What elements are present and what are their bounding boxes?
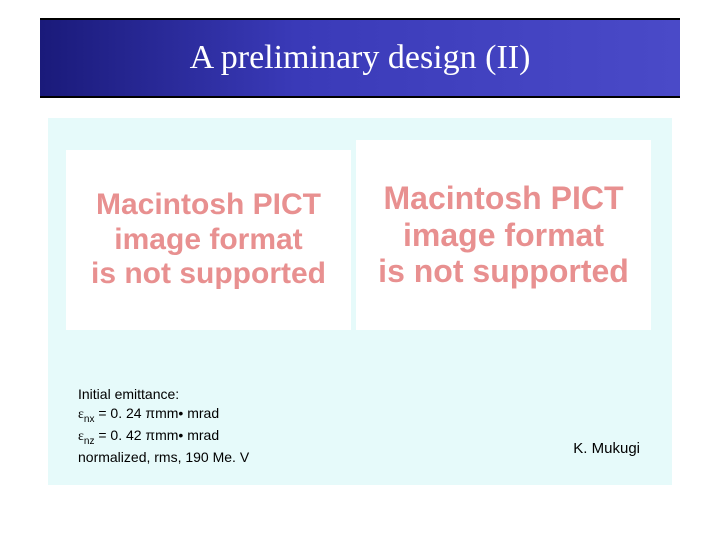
pict-placeholder-left: Macintosh PICT image format is not suppo… xyxy=(66,150,351,330)
emittance-norm: normalized, rms, 190 Me. V xyxy=(78,448,249,467)
content-area: Macintosh PICT image format is not suppo… xyxy=(48,118,672,485)
placeholder-line: is not supported xyxy=(378,253,629,290)
placeholder-line: image format xyxy=(114,223,302,258)
placeholder-line: Macintosh PICT xyxy=(383,180,623,217)
emittance-header: Initial emittance: xyxy=(78,385,249,404)
slide-title: A preliminary design (II) xyxy=(190,39,531,77)
emittance-row: εnz = 0. 42 πmm• mrad xyxy=(78,426,249,448)
emittance-info: Initial emittance: εnx = 0. 24 πmm• mrad… xyxy=(78,385,249,467)
emittance-row: εnx = 0. 24 πmm• mrad xyxy=(78,404,249,426)
subscript: nx xyxy=(84,413,95,424)
emittance-value: = 0. 24 πmm• mrad xyxy=(94,405,219,421)
subscript: nz xyxy=(84,436,95,447)
author-credit: K. Mukugi xyxy=(573,440,640,457)
placeholder-line: image format xyxy=(403,217,604,254)
title-bar: A preliminary design (II) xyxy=(40,18,680,98)
placeholder-line: Macintosh PICT xyxy=(96,188,321,223)
emittance-value: = 0. 42 πmm• mrad xyxy=(94,427,219,443)
placeholder-line: is not supported xyxy=(91,257,326,292)
pict-placeholder-right: Macintosh PICT image format is not suppo… xyxy=(356,140,651,330)
